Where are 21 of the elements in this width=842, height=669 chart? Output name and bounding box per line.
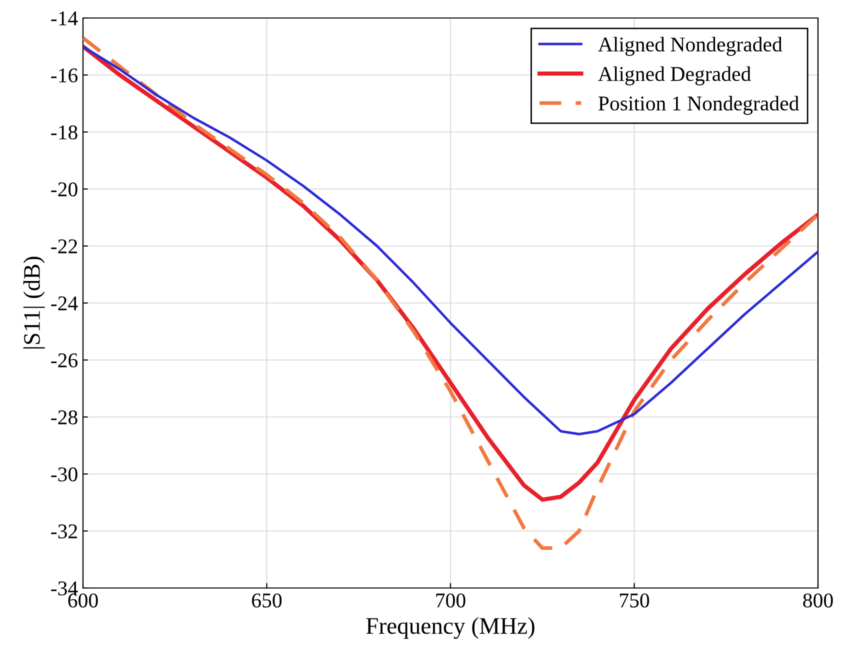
y-tick-label: -34 <box>51 581 78 596</box>
y-tick-label: -16 <box>51 68 78 82</box>
x-tick-label: 600 <box>68 593 98 608</box>
y-tick-label: -20 <box>51 182 78 196</box>
legend-label: Aligned Degraded <box>598 66 751 86</box>
legend-label: Aligned Nondegraded <box>598 36 782 56</box>
y-tick-label: -18 <box>51 125 78 140</box>
y-axis-title: |S11| (dB) <box>23 256 45 348</box>
y-tick-label: -14 <box>51 11 78 26</box>
x-axis-title: Frequency (MHz) <box>366 617 534 639</box>
y-tick-label: -24 <box>51 296 78 310</box>
x-tick-label: 700 <box>436 593 466 608</box>
y-tick-label: -28 <box>51 410 78 424</box>
y-tick-label: -30 <box>51 467 78 482</box>
x-tick-label: 750 <box>620 593 650 608</box>
y-tick-label: -22 <box>51 239 77 254</box>
x-tick-label: 650 <box>252 593 282 608</box>
x-tick-label: 800 <box>803 593 833 608</box>
y-tick-label: -32 <box>51 524 77 538</box>
legend-label: Position 1 Nondegraded <box>598 96 799 115</box>
y-tick-label: -26 <box>51 353 78 368</box>
